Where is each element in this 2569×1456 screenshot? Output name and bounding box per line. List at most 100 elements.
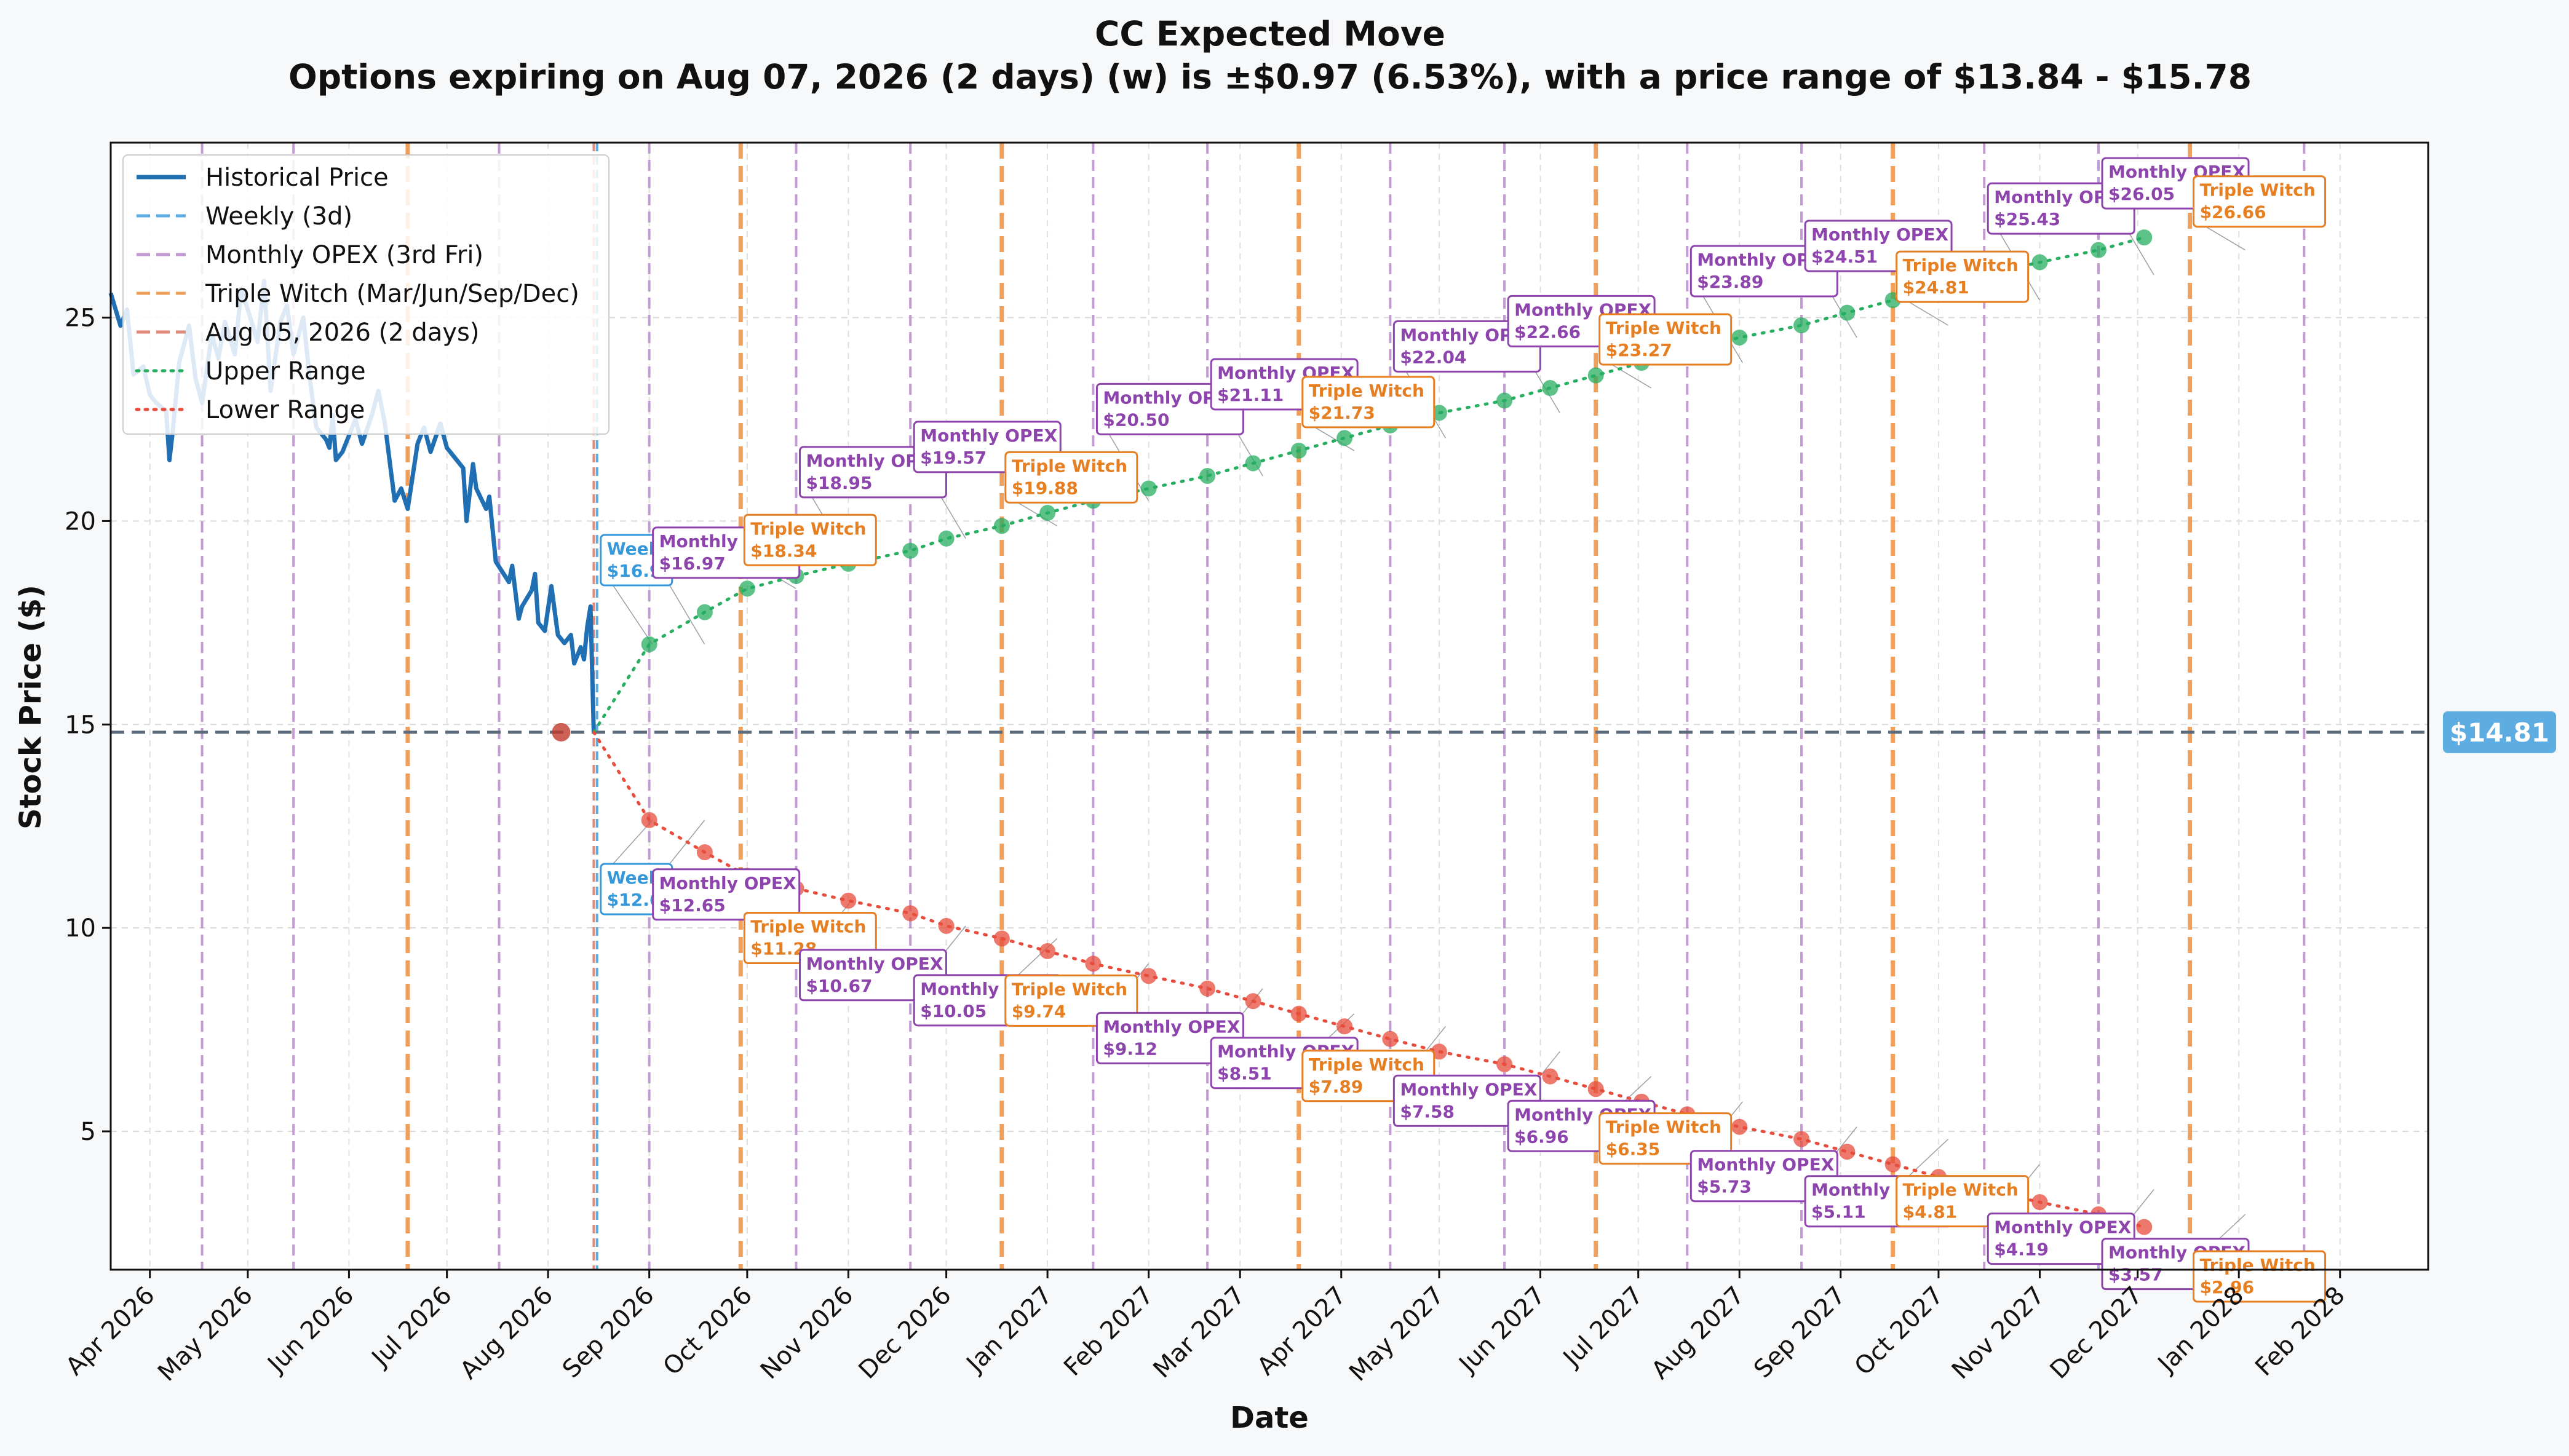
monthly-annotation-value: $5.11 bbox=[1811, 1202, 1866, 1222]
upper-range-point bbox=[902, 542, 919, 559]
monthly-annotation-value: $26.05 bbox=[2108, 184, 2175, 204]
monthly-annotation-box bbox=[652, 868, 801, 921]
upper-range-point bbox=[1731, 329, 1748, 346]
monthly-annotation-value: $5.73 bbox=[1697, 1177, 1752, 1197]
x-axis-label: Date bbox=[1230, 1401, 1309, 1435]
annotation-connector bbox=[1314, 427, 1355, 451]
triple-annotation-box bbox=[1301, 376, 1435, 429]
lower-range-line bbox=[592, 730, 2146, 1228]
x-tick-label: Sep 2026 bbox=[557, 1281, 660, 1384]
triple-annotation-title: Triple Witch bbox=[1012, 456, 1127, 476]
triple-annotation-title: Triple Witch bbox=[1903, 1180, 2019, 1200]
monthly-annotation-title: Monthly OPEX bbox=[659, 873, 796, 893]
current-price-badge-bg bbox=[2443, 711, 2556, 753]
x-tick-label: Dec 2026 bbox=[853, 1281, 956, 1385]
x-tick-label: Aug 2027 bbox=[1646, 1281, 1750, 1385]
upper-range-point bbox=[1431, 405, 1447, 421]
triple-annotation-title: Triple Witch bbox=[2200, 1255, 2316, 1275]
monthly-annotation-title: Monthly OPEX bbox=[1811, 224, 1948, 245]
monthly-annotation-value: $10.67 bbox=[806, 976, 872, 996]
grid bbox=[111, 143, 2428, 1270]
lower-range-point bbox=[1336, 1018, 1353, 1035]
y-tick-label: 15 bbox=[65, 711, 96, 739]
monthly-annotation-value: $19.57 bbox=[920, 448, 987, 468]
lower-range-point bbox=[1884, 1156, 1901, 1173]
lower-range-point bbox=[2136, 1219, 2153, 1235]
lower-range-point bbox=[1542, 1068, 1558, 1085]
legend-label: Aug 05, 2026 (2 days) bbox=[205, 318, 479, 347]
triple-annotation-value: $24.81 bbox=[1903, 277, 1969, 298]
x-tick-label: Sep 2027 bbox=[1749, 1281, 1851, 1384]
lower-range-point bbox=[1085, 956, 1102, 972]
upper-range-point bbox=[993, 518, 1010, 534]
y-tick-label: 20 bbox=[65, 507, 96, 536]
upper-range-point bbox=[641, 636, 657, 652]
lower-range-point bbox=[1793, 1131, 1810, 1147]
lower-range-point bbox=[938, 917, 955, 934]
lower-range-point bbox=[993, 930, 1010, 947]
current-price-point bbox=[552, 722, 571, 742]
current-price-badge: $14.81 bbox=[2443, 711, 2556, 753]
upper-range-point bbox=[1290, 442, 1307, 459]
x-tick-label: Jun 2027 bbox=[1453, 1281, 1551, 1380]
upper-range-point bbox=[696, 604, 713, 620]
lower-range-point bbox=[1245, 993, 1261, 1010]
monthly-annotation-value: $24.51 bbox=[1811, 247, 1878, 267]
x-tick-label: Apr 2026 bbox=[60, 1281, 160, 1381]
y-tick-label: 10 bbox=[65, 914, 96, 943]
lower-range-point bbox=[1140, 968, 1157, 984]
triple-annotation-value: $2.96 bbox=[2200, 1277, 2255, 1297]
lower-range-point bbox=[1039, 943, 1056, 959]
triple-annotation-value: $6.35 bbox=[1606, 1139, 1661, 1160]
upper-range-point bbox=[1039, 505, 1056, 521]
lower-range-point bbox=[641, 812, 657, 828]
monthly-annotation-value: $3.57 bbox=[2108, 1265, 2163, 1285]
monthly-annotation-value: $22.04 bbox=[1400, 347, 1466, 367]
chart-title: CC Expected Move bbox=[1095, 14, 1445, 53]
upper-range-point bbox=[2136, 229, 2153, 246]
plot-frame bbox=[109, 141, 2429, 1271]
x-tick-label: Apr 2027 bbox=[1252, 1281, 1351, 1381]
monthly-annotation-value: $16.97 bbox=[659, 553, 726, 574]
triple-annotation-title: Triple Witch bbox=[1606, 1117, 1721, 1138]
legend-label: Triple Witch (Mar/Jun/Sep/Dec) bbox=[205, 280, 579, 308]
triple-annotation-value: $23.27 bbox=[1606, 340, 1672, 360]
triple-annotation-title: Triple Witch bbox=[1309, 381, 1424, 401]
triple-annotation-value: $21.73 bbox=[1309, 403, 1375, 423]
x-tick-label: May 2026 bbox=[153, 1281, 258, 1387]
monthly-annotation-value: $12.65 bbox=[659, 895, 726, 916]
x-tick-label: Oct 2027 bbox=[1849, 1281, 1949, 1381]
triple-annotation-box bbox=[1598, 313, 1733, 366]
monthly-annotation-title: Monthly OPEX bbox=[1994, 1217, 2131, 1238]
triple-annotation-title: Triple Witch bbox=[750, 518, 866, 539]
legend-label: Upper Range bbox=[205, 357, 366, 386]
monthly-annotation-value: $23.89 bbox=[1697, 272, 1763, 292]
legend: Historical Price Weekly (3d) Monthly OPEX … bbox=[122, 154, 609, 435]
triple-annotation-title: Triple Witch bbox=[1309, 1054, 1424, 1075]
y-axis-label: Stock Price ($) bbox=[14, 585, 48, 829]
triple-annotation-box bbox=[1004, 451, 1138, 504]
triple-annotation-value: $9.74 bbox=[1012, 1001, 1066, 1021]
lower-range-point bbox=[1839, 1144, 1856, 1160]
x-tick-label: Oct 2026 bbox=[658, 1281, 758, 1381]
annotation-connector bbox=[665, 577, 705, 645]
upper-range-point bbox=[1587, 367, 1604, 384]
lower-range-point bbox=[1587, 1081, 1604, 1098]
x-tick-label: Feb 2027 bbox=[1058, 1281, 1159, 1382]
annotation-connector bbox=[2206, 226, 2245, 251]
x-tick-label: Jul 2027 bbox=[1557, 1281, 1649, 1374]
x-tick-label: Dec 2027 bbox=[2045, 1281, 2148, 1385]
x-tick-label: Mar 2027 bbox=[1148, 1281, 1250, 1384]
chart-subtitle: Options expiring on Aug 07, 2026 (2 days… bbox=[288, 57, 2252, 97]
upper-range-point bbox=[2090, 242, 2106, 258]
triple-annotation-title: Triple Witch bbox=[1606, 318, 1721, 338]
triple-annotation-title: Triple Witch bbox=[1903, 255, 2019, 275]
upper-range-point bbox=[1199, 467, 1216, 484]
x-tick-label: Nov 2027 bbox=[1947, 1281, 2051, 1385]
lower-range-point bbox=[1382, 1031, 1399, 1047]
x-tick-label: Aug 2026 bbox=[455, 1281, 558, 1385]
x-tick-label: Jan 2027 bbox=[960, 1281, 1058, 1379]
upper-range-point bbox=[1140, 480, 1157, 497]
